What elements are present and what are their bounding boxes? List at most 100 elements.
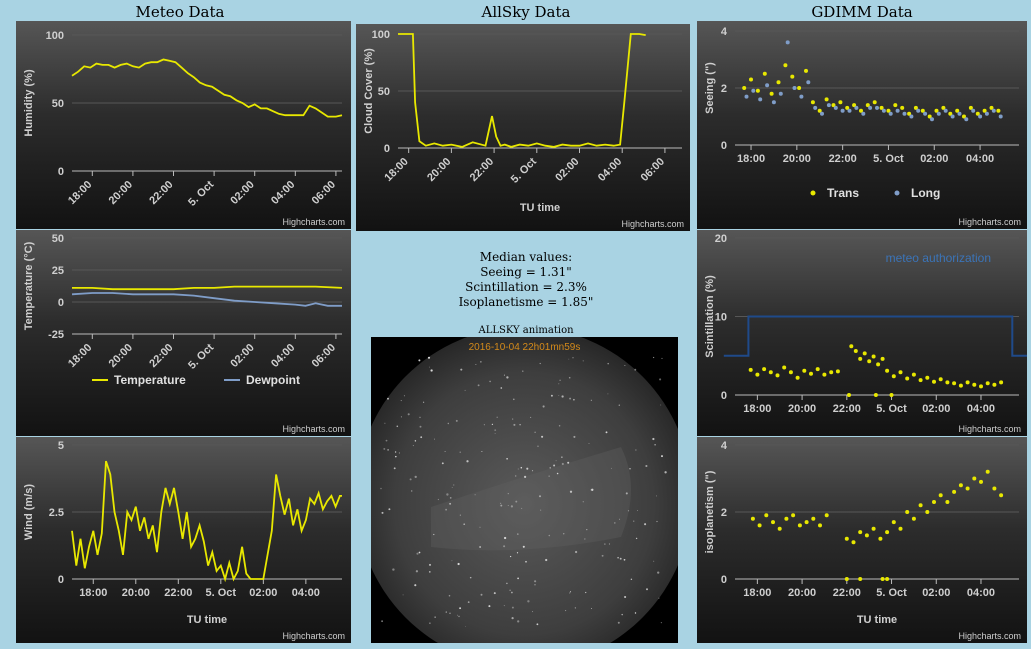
seeing-ytick-label: 0 (721, 140, 727, 152)
seeing-ytick-label: 2 (721, 83, 727, 95)
allsky-star (510, 505, 514, 508)
allsky-star (515, 475, 517, 477)
allsky-image[interactable]: 2016-10-04 22h01mn59s (371, 337, 678, 643)
allsky-star (380, 487, 382, 490)
isoplanetism-xtick-label: 18:00 (743, 587, 771, 599)
allsky-star (459, 607, 462, 610)
humidity-ylabel: Humidity (%) (23, 69, 35, 137)
temperature-ylabel: Temperature (°C) (23, 241, 35, 330)
humidity-xtick-label: 20:00 (107, 179, 135, 207)
allsky-star (625, 492, 628, 495)
scintillation-point (849, 344, 854, 349)
allsky-star (493, 592, 496, 595)
allsky-star (444, 450, 446, 453)
scintillation-point (992, 382, 997, 387)
humidity-ytick-label: 50 (52, 98, 64, 110)
allsky-star (654, 443, 656, 446)
seeing-point (962, 114, 966, 119)
seeing-point (861, 111, 866, 116)
allsky-star (475, 363, 477, 365)
allsky-star (548, 534, 551, 537)
seeing-point (744, 94, 749, 99)
allsky-star (448, 594, 451, 597)
allsky-star (479, 526, 481, 528)
allsky-star (660, 621, 663, 624)
cloud-ytick-label: 50 (378, 86, 390, 98)
allsky-star (646, 588, 648, 591)
allsky-star (496, 416, 498, 419)
seeing-point (957, 111, 962, 116)
seeing-point (859, 108, 863, 113)
allsky-star (429, 563, 431, 566)
seeing-point (765, 83, 770, 88)
allsky-star (541, 435, 544, 438)
isoplanetism-point (777, 526, 782, 531)
allsky-star (558, 424, 561, 427)
seeing-point (799, 94, 804, 99)
isoplanetism-xtick-label: 20:00 (788, 587, 816, 599)
allsky-star (463, 523, 466, 526)
allsky-star (517, 577, 519, 580)
cloud-xtick-label: 5. Oct (509, 155, 539, 185)
allsky-star (512, 418, 514, 420)
cloud-credit: Highcharts.com (621, 219, 684, 229)
allsky-star (400, 416, 402, 418)
humidity-chart[interactable]: 0 50 100 18:00 20:00 22:00 5. Oct 02:00 04:00 06:… (16, 21, 351, 229)
wind-chart[interactable]: 0 2.5 5 18:00 20:00 22:00 5. Oct 02:00 04:00 Wind… (16, 437, 351, 643)
allsky-star (509, 589, 511, 592)
seeing-point (806, 80, 811, 85)
seeing-point (893, 103, 898, 108)
temperature-xtick-label: 20:00 (107, 342, 135, 370)
temperature-legend-label: Dewpoint (246, 373, 300, 387)
seeing-point (790, 74, 795, 79)
allsky-star (519, 423, 521, 426)
cloud-cover-chart[interactable]: 0 50 100 18:00 20:00 22:00 5. Oct 02:00 04:00 06:… (356, 24, 690, 231)
seeing-point (833, 105, 838, 110)
isoplanetism-point (945, 500, 950, 504)
allsky-star (387, 397, 389, 400)
scintillation-chart[interactable]: 0 10 20 18:00 20:00 22:00 5. Oct 02:00 04:00 Scin… (697, 230, 1027, 436)
allsky-star (657, 571, 660, 574)
allsky-star (437, 498, 440, 501)
temperature-chart[interactable]: -25 0 25 50 18:00 20:00 22:00 5. Oct 02:00 04:00 0… (16, 230, 351, 436)
seeing-legend-symbol (894, 190, 900, 196)
allsky-star (513, 423, 516, 426)
allsky-star (422, 401, 425, 403)
scintillation-xtick-label: 02:00 (922, 403, 950, 415)
allsky-star (645, 464, 648, 468)
allsky-star (414, 584, 417, 587)
allsky-star (664, 471, 667, 474)
humidity-series-line (71, 58, 343, 118)
allsky-star (586, 528, 588, 531)
allsky-star (415, 570, 419, 573)
allsky-star (607, 393, 609, 395)
allsky-star (561, 462, 564, 466)
allsky-star (381, 620, 383, 623)
allsky-star (445, 611, 447, 613)
seeing-xtick-label: 18:00 (737, 153, 765, 165)
allsky-star (419, 425, 422, 428)
wind-xtick-label: 18:00 (79, 587, 107, 599)
allsky-star (568, 358, 570, 360)
scintillation-point (985, 381, 990, 386)
seeing-svg: 0 2 4 18:00 20:00 22:00 5. Oct 02:00 04:00 Seeing… (704, 26, 1021, 227)
isoplanetism-ytick-label: 2 (721, 507, 727, 519)
allsky-star (387, 449, 389, 451)
allsky-star (617, 556, 619, 559)
isoplanetism-chart[interactable]: 0 2 4 18:00 20:00 22:00 5. Oct 02:00 04:00 isopla… (697, 437, 1027, 643)
seeing-point (989, 105, 994, 110)
seeing-point (776, 80, 781, 85)
allsky-star (627, 510, 630, 512)
isoplanetism-point (880, 577, 885, 581)
seeing-point (749, 77, 753, 82)
seeing-chart[interactable]: 0 2 4 18:00 20:00 22:00 5. Oct 02:00 04:00 Seeing… (697, 21, 1027, 229)
seeing-point (755, 88, 760, 93)
seeing-point (762, 71, 767, 76)
allsky-star (624, 595, 627, 599)
allsky-star (516, 533, 519, 535)
median-values: Median values: Seeing = 1.31" Scintillat… (355, 250, 697, 310)
allsky-star (617, 621, 620, 624)
temperature-xtick-label: 18:00 (66, 342, 94, 370)
allsky-star (563, 533, 565, 535)
scintillation-point (768, 370, 773, 375)
